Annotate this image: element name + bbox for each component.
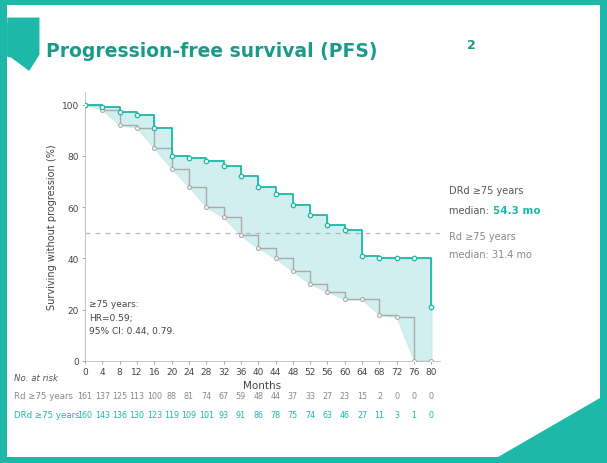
Text: 23: 23: [340, 391, 350, 400]
Text: 0: 0: [395, 391, 399, 400]
Text: 27: 27: [322, 391, 333, 400]
Text: 93: 93: [219, 410, 229, 419]
Text: 100: 100: [147, 391, 162, 400]
Text: 86: 86: [253, 410, 263, 419]
Text: Rd ≥75 years: Rd ≥75 years: [14, 391, 73, 400]
Text: 15: 15: [357, 391, 367, 400]
Text: 37: 37: [288, 391, 298, 400]
Text: 136: 136: [112, 410, 127, 419]
Text: 113: 113: [129, 391, 144, 400]
Text: ≥75 years:
HR=0.59;
95% CI: 0.44, 0.79.: ≥75 years: HR=0.59; 95% CI: 0.44, 0.79.: [89, 300, 175, 335]
Text: 119: 119: [164, 410, 179, 419]
Text: 2: 2: [467, 39, 476, 52]
Text: No. at risk: No. at risk: [14, 373, 58, 382]
Text: median: 31.4 mo: median: 31.4 mo: [449, 249, 532, 259]
Text: 44: 44: [271, 391, 280, 400]
Text: 74: 74: [305, 410, 315, 419]
Text: median:: median:: [449, 206, 492, 216]
Text: 78: 78: [271, 410, 280, 419]
Text: 91: 91: [236, 410, 246, 419]
Text: 125: 125: [112, 391, 127, 400]
Text: 3: 3: [395, 410, 399, 419]
Text: 101: 101: [198, 410, 214, 419]
Text: 48: 48: [253, 391, 263, 400]
Text: 2: 2: [377, 391, 382, 400]
Text: 123: 123: [147, 410, 162, 419]
Text: 27: 27: [357, 410, 367, 419]
Text: Progression-free survival (PFS): Progression-free survival (PFS): [46, 42, 377, 61]
Text: 59: 59: [236, 391, 246, 400]
Text: 63: 63: [322, 410, 333, 419]
Text: 130: 130: [129, 410, 144, 419]
X-axis label: Months: Months: [243, 381, 282, 390]
Text: 54.3 mo: 54.3 mo: [493, 206, 541, 216]
Text: 74: 74: [201, 391, 211, 400]
Text: 81: 81: [184, 391, 194, 400]
Text: 0: 0: [412, 391, 416, 400]
Text: 0: 0: [429, 391, 434, 400]
Text: 67: 67: [219, 391, 229, 400]
Text: Rd ≥75 years: Rd ≥75 years: [449, 232, 516, 242]
Text: 46: 46: [340, 410, 350, 419]
Text: 143: 143: [95, 410, 110, 419]
Text: 0: 0: [429, 410, 434, 419]
Y-axis label: Surviving without progression (%): Surviving without progression (%): [47, 144, 57, 309]
Text: 109: 109: [181, 410, 197, 419]
Text: 137: 137: [95, 391, 110, 400]
Text: DRd ≥75 years: DRd ≥75 years: [449, 185, 524, 195]
Text: 1: 1: [412, 410, 416, 419]
Text: 160: 160: [78, 410, 92, 419]
Text: 11: 11: [375, 410, 384, 419]
Text: DRd ≥75 years: DRd ≥75 years: [14, 410, 80, 419]
Text: 33: 33: [305, 391, 315, 400]
Text: 161: 161: [78, 391, 92, 400]
Text: 88: 88: [166, 391, 177, 400]
Text: 75: 75: [288, 410, 298, 419]
